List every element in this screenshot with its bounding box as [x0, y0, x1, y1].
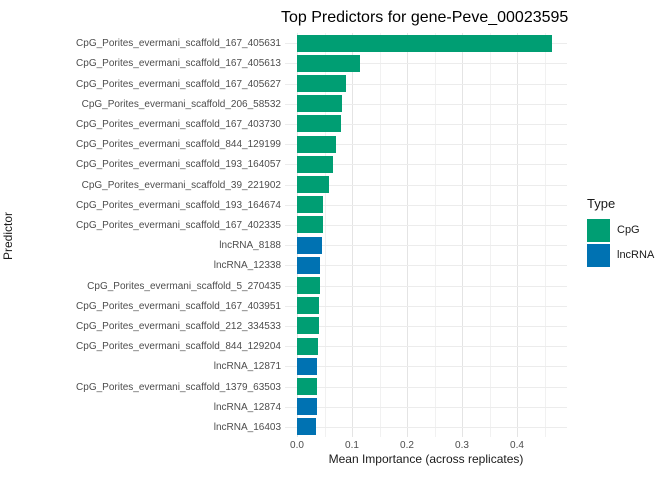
legend-key-CpG: [587, 219, 610, 242]
y-tick-label: CpG_Porites_evermani_scaffold_193_164057: [76, 159, 281, 171]
gridline-vertical: [462, 33, 463, 437]
y-tick-label: lncRNA_16403: [213, 421, 281, 433]
gridline-horizontal: [285, 366, 567, 368]
y-tick-label: CpG_Porites_evermani_scaffold_844_129204: [76, 341, 281, 353]
gridline-vertical: [517, 33, 518, 437]
x-axis-title: Mean Importance (across replicates): [328, 452, 524, 466]
y-tick-label: CpG_Porites_evermani_scaffold_206_58532: [81, 98, 281, 110]
bar-CpG_Porites_evermani_scaffold_167_402335: [297, 216, 323, 234]
bar-CpG_Porites_evermani_scaffold_167_405631: [297, 34, 553, 52]
gridline-horizontal: [285, 204, 567, 206]
gridline-horizontal: [285, 144, 567, 146]
y-tick-label: lncRNA_8188: [219, 240, 281, 252]
y-tick-label: CpG_Porites_evermani_scaffold_167_403951: [76, 300, 281, 312]
y-tick-label: CpG_Porites_evermani_scaffold_167_405613: [76, 58, 281, 70]
gridline-vertical: [407, 33, 408, 437]
y-tick-label: lncRNA_12338: [213, 260, 281, 272]
legend-label-CpG: CpG: [617, 224, 640, 236]
gridline-vertical: [489, 33, 491, 437]
gridline-horizontal: [285, 305, 567, 307]
bar-CpG_Porites_evermani_scaffold_844_129204: [297, 337, 318, 355]
gridline-horizontal: [285, 265, 567, 267]
x-tick-label: 0.2: [400, 440, 414, 451]
gridline-vertical: [544, 33, 546, 437]
y-tick-label: CpG_Porites_evermani_scaffold_167_405627: [76, 78, 281, 90]
gridline-horizontal: [285, 184, 567, 186]
y-tick-label: CpG_Porites_evermani_scaffold_5_270435: [87, 280, 281, 292]
gridline-horizontal: [285, 103, 567, 105]
bar-CpG_Porites_evermani_scaffold_167_405613: [297, 54, 360, 72]
gridline-horizontal: [285, 325, 567, 327]
gridline-horizontal: [285, 83, 567, 85]
gridline-horizontal: [285, 164, 567, 166]
gridline-vertical: [324, 33, 326, 437]
bar-CpG_Porites_evermani_scaffold_5_270435: [297, 277, 321, 294]
gridline-horizontal: [285, 245, 567, 247]
y-tick-label: lncRNA_12874: [213, 401, 281, 413]
bar-CpG_Porites_evermani_scaffold_167_405627: [297, 75, 346, 92]
legend-title: Type: [587, 196, 616, 211]
gridline-vertical: [352, 33, 353, 437]
bar-CpG_Porites_evermani_scaffold_193_164674: [297, 196, 323, 214]
gridline-horizontal: [285, 386, 567, 388]
y-tick-label: CpG_Porites_evermani_scaffold_167_405631: [76, 38, 281, 50]
x-tick-label: 0.1: [345, 440, 359, 451]
gridline-vertical: [434, 33, 436, 437]
bar-CpG_Porites_evermani_scaffold_212_334533: [297, 317, 319, 335]
bar-lncRNA_12874: [297, 398, 317, 416]
bar-CpG_Porites_evermani_scaffold_1379_63503: [297, 378, 318, 395]
legend-key-lncRNA: [587, 244, 610, 267]
gridline-horizontal: [285, 406, 567, 408]
x-tick-label: 0.3: [455, 440, 469, 451]
chart-title: Top Predictors for gene-Peve_00023595: [281, 9, 569, 26]
bar-lncRNA_12871: [297, 357, 318, 375]
y-tick-label: lncRNA_12871: [213, 361, 281, 373]
bar-CpG_Porites_evermani_scaffold_206_58532: [297, 95, 343, 113]
plot-panel: [285, 33, 567, 437]
bar-lncRNA_8188: [297, 236, 322, 254]
x-tick-label: 0.4: [510, 440, 524, 451]
bar-lncRNA_12338: [297, 256, 321, 274]
y-tick-label: CpG_Porites_evermani_scaffold_167_403730: [76, 118, 281, 130]
gridline-horizontal: [285, 285, 567, 287]
bar-CpG_Porites_evermani_scaffold_844_129199: [297, 135, 336, 153]
legend-label-lncRNA: lncRNA: [617, 249, 655, 261]
bar-CpG_Porites_evermani_scaffold_193_164057: [297, 155, 334, 173]
y-tick-label: CpG_Porites_evermani_scaffold_1379_63503: [76, 381, 281, 393]
gridline-horizontal: [285, 63, 567, 65]
gridline-horizontal: [285, 346, 567, 348]
y-axis-title: Predictor: [1, 211, 15, 261]
gridline-vertical: [297, 33, 298, 437]
x-tick-label: 0.0: [290, 440, 304, 451]
gridline-vertical: [379, 33, 381, 437]
y-tick-label: CpG_Porites_evermani_scaffold_212_334533: [76, 320, 281, 332]
bar-CpG_Porites_evermani_scaffold_167_403730: [297, 115, 341, 133]
y-tick-label: CpG_Porites_evermani_scaffold_39_221902: [81, 179, 281, 191]
y-tick-label: CpG_Porites_evermani_scaffold_167_402335: [76, 219, 281, 231]
gridline-horizontal: [285, 426, 567, 428]
bar-CpG_Porites_evermani_scaffold_167_403951: [297, 297, 320, 315]
bar-CpG_Porites_evermani_scaffold_39_221902: [297, 176, 329, 193]
y-tick-label: CpG_Porites_evermani_scaffold_844_129199: [76, 139, 281, 151]
bar-lncRNA_16403: [297, 418, 316, 436]
gridline-horizontal: [285, 123, 567, 125]
y-tick-label: CpG_Porites_evermani_scaffold_193_164674: [76, 199, 281, 211]
gridline-horizontal: [285, 224, 567, 226]
